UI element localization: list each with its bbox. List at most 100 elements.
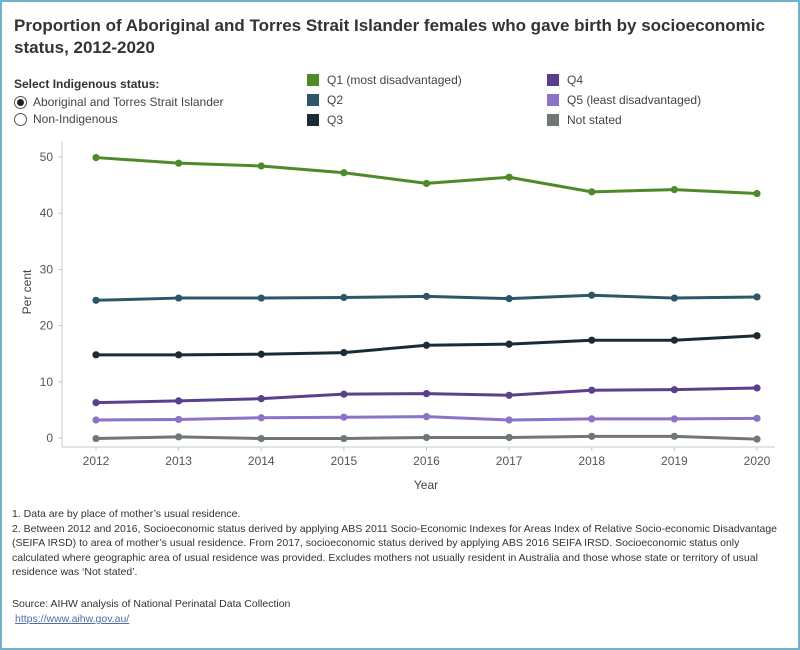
- data-point-q2: [422, 292, 431, 300]
- data-point-q3: [92, 351, 100, 359]
- radio-unselected-icon[interactable]: [14, 112, 27, 126]
- data-point-q3: [257, 350, 265, 358]
- data-point-q2: [505, 295, 513, 303]
- data-point-q1: [588, 188, 596, 196]
- legend-swatch-not-stated: [547, 114, 559, 126]
- data-point-q2: [753, 293, 761, 301]
- radio-selected-icon[interactable]: [14, 95, 27, 109]
- data-point-q1: [670, 185, 678, 194]
- legend-label-q1: Q1 (most disadvantaged): [327, 73, 462, 87]
- x-tick-label: 2012: [83, 454, 110, 468]
- chart-axes: 0 10 20 30 40 50 2012 2013 2014 2015 2016 2017 2018 2…: [20, 142, 775, 492]
- data-point-q2: [175, 294, 183, 302]
- data-point-q1: [753, 189, 761, 198]
- x-tick-label: 2016: [413, 454, 440, 468]
- data-point-q5: [175, 415, 183, 424]
- data-point-q3: [175, 351, 183, 359]
- data-point-q3: [340, 348, 348, 357]
- data-point-q1: [505, 173, 513, 181]
- x-tick-label: 2017: [496, 454, 523, 468]
- y-tick-label: 10: [40, 375, 54, 389]
- y-tick-label: 30: [40, 262, 54, 276]
- legend-item-q4[interactable]: Q4: [547, 72, 583, 88]
- data-point-q5: [505, 416, 513, 424]
- legend-item-not-stated[interactable]: Not stated: [547, 112, 622, 128]
- data-point-q4: [505, 391, 513, 399]
- data-point-not-stated: [340, 434, 348, 443]
- data-point-q2: [257, 294, 265, 302]
- data-point-q3: [670, 336, 678, 344]
- y-axis-title: Per cent: [20, 269, 34, 314]
- x-tick-label: 2019: [661, 454, 688, 468]
- data-point-q5: [340, 413, 348, 421]
- filter-label: Select Indigenous status:: [14, 77, 160, 91]
- line-chart: 0 10 20 30 40 50 2012 2013 2014 2015 2016 2017 2018 2…: [20, 142, 775, 492]
- data-point-q4: [422, 390, 431, 398]
- data-point-q1: [340, 169, 348, 177]
- legend-item-q2[interactable]: Q2: [307, 92, 343, 108]
- y-tick-label: 50: [40, 150, 54, 164]
- radio-dot-icon: [17, 98, 24, 106]
- source-link[interactable]: https://www.aihw.gov.au/: [15, 613, 130, 625]
- data-point-q4: [753, 384, 761, 392]
- data-point-q1: [92, 153, 100, 162]
- chart-notes: 1. Data are by place of mother’s usual r…: [12, 507, 787, 580]
- legend-swatch-q5: [547, 94, 559, 106]
- data-point-q3: [753, 332, 761, 340]
- legend-label-q4: Q4: [567, 73, 584, 87]
- note-2: 2. Between 2012 and 2016, Socioeconomic …: [12, 522, 778, 579]
- data-point-q5: [753, 414, 761, 422]
- data-point-q4: [92, 398, 100, 407]
- legend-label-q3: Q3: [327, 113, 344, 127]
- chart-series-layer: [92, 153, 761, 443]
- data-point-q3: [505, 340, 513, 348]
- data-point-q4: [588, 386, 596, 394]
- radio-option-aboriginal[interactable]: Aboriginal and Torres Strait Islander: [14, 93, 224, 111]
- legend-item-q1[interactable]: Q1 (most disadvantaged): [307, 72, 462, 88]
- data-point-q2: [340, 293, 348, 302]
- data-point-q5: [588, 415, 596, 423]
- source-text: Source: AIHW analysis of National Perina…: [12, 598, 291, 610]
- legend-label-q5: Q5 (least disadvantaged): [567, 93, 702, 107]
- y-tick-label: 20: [40, 319, 54, 333]
- legend-label-not-stated: Not stated: [567, 113, 622, 127]
- data-point-not-stated: [505, 433, 513, 442]
- x-tick-label: 2015: [331, 454, 358, 468]
- data-point-not-stated: [670, 432, 678, 440]
- data-point-q5: [422, 413, 431, 421]
- legend-swatch-q1: [307, 74, 319, 86]
- series-line-q1: [94, 156, 759, 196]
- data-point-q1: [257, 162, 265, 170]
- data-point-q5: [257, 414, 265, 422]
- legend-swatch-q3: [307, 114, 319, 126]
- data-point-q1: [422, 179, 431, 188]
- note-1: 1. Data are by place of mother’s usual r…: [12, 508, 241, 520]
- radio-label-non-indigenous: Non-Indigenous: [33, 112, 118, 126]
- data-point-not-stated: [753, 435, 761, 443]
- data-point-not-stated: [92, 434, 100, 443]
- data-point-q4: [257, 395, 265, 403]
- data-point-q4: [175, 397, 183, 405]
- data-point-q1: [175, 159, 183, 167]
- legend-item-q5[interactable]: Q5 (least disadvantaged): [547, 92, 701, 108]
- chart-title: Proportion of Aboriginal and Torres Stra…: [14, 16, 765, 57]
- radio-option-non-indigenous[interactable]: Non-Indigenous: [14, 110, 118, 128]
- data-point-not-stated: [257, 434, 265, 443]
- data-point-not-stated: [175, 433, 183, 441]
- data-point-q5: [670, 415, 678, 423]
- radio-label-aboriginal: Aboriginal and Torres Strait Islander: [33, 95, 224, 109]
- data-point-q4: [670, 386, 678, 394]
- legend-label-q2: Q2: [327, 93, 344, 107]
- data-point-not-stated: [588, 432, 596, 440]
- data-point-q2: [92, 296, 100, 304]
- x-tick-label: 2013: [165, 454, 192, 468]
- data-point-q2: [588, 291, 596, 299]
- data-point-q5: [92, 416, 100, 424]
- y-tick-label: 0: [46, 431, 53, 445]
- x-tick-label: 2020: [744, 454, 771, 468]
- data-point-q3: [422, 341, 431, 349]
- x-tick-label: 2014: [248, 454, 275, 468]
- data-point-not-stated: [422, 433, 431, 442]
- legend-item-q3[interactable]: Q3: [307, 112, 343, 128]
